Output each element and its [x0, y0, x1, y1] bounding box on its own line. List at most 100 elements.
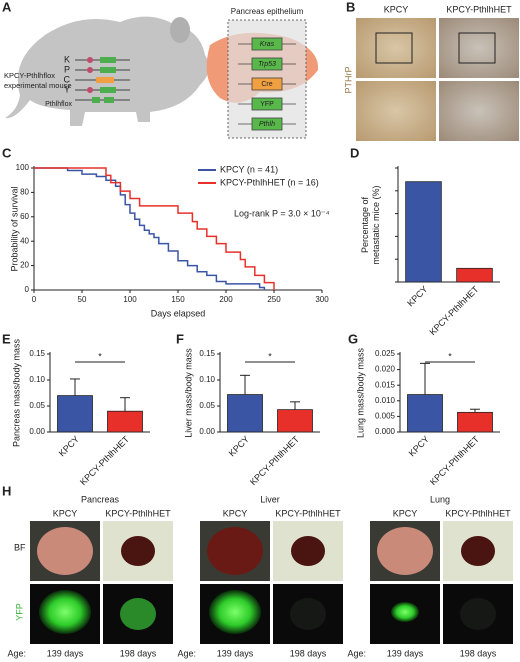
age-label: Age:	[177, 648, 196, 658]
tissue	[37, 527, 93, 575]
legend-label: KPCY (n = 41)	[220, 164, 278, 174]
age-value: 139 days	[387, 648, 424, 658]
yfp-signal	[120, 598, 156, 630]
y-tick-label: 60	[20, 212, 29, 221]
age-value: 139 days	[47, 648, 84, 658]
allele-label: Pthlhflox	[45, 101, 72, 108]
x-tick-label: KPCY-PthlhHET	[427, 284, 481, 338]
panel-letter: B	[346, 0, 355, 14]
y-axis-label: Pancreas mass/body mass	[11, 338, 21, 447]
panel-letter: C	[2, 145, 12, 160]
gene-boxes	[238, 37, 296, 131]
gene-label: YFP	[260, 101, 274, 108]
y-tick-label: 40	[20, 236, 29, 245]
panel-letter: G	[348, 331, 358, 346]
yfp-signal	[460, 598, 496, 630]
y-tick-label: 0.10	[29, 375, 45, 384]
tissue	[377, 527, 433, 575]
y-axis-label: Liver mass/body mass	[183, 348, 193, 438]
x-tick-label: 300	[315, 295, 329, 304]
micrographs	[356, 18, 519, 141]
allele-label: P	[64, 64, 70, 74]
row-label: YFP	[14, 603, 24, 621]
tissue	[291, 536, 325, 566]
x-tick-label: 200	[219, 295, 233, 304]
age-label: Age:	[347, 648, 366, 658]
row-label: BF	[14, 542, 26, 552]
gene-label: Cre	[261, 81, 272, 88]
y-axis-label: Probability of survival	[9, 186, 19, 271]
y-tick-label: 0.05	[29, 401, 45, 410]
box-title: Pancreas epithelium	[231, 7, 304, 16]
y-tick-label: 20	[20, 261, 29, 270]
x-axis-label: Days elapsed	[151, 308, 206, 318]
age-value: 198 days	[120, 648, 157, 658]
column-label: KPCY-PthlhHET	[105, 508, 171, 518]
gene-label: Trp53	[258, 61, 276, 68]
x-tick-label: KPCY-PthlhHET	[78, 434, 132, 488]
y-tick-label: 0.15	[29, 349, 45, 358]
allele-label: C	[64, 74, 71, 84]
group-title: Lung	[430, 494, 450, 504]
tissue	[461, 536, 495, 566]
column-label: KPCY-PthlhHET	[446, 4, 512, 14]
x-tick-label: 0	[32, 295, 37, 304]
x-tick-label: KPCY-PthlhHET	[428, 434, 482, 488]
column-label: KPCY	[384, 4, 409, 14]
bar	[407, 394, 443, 433]
column-label: KPCY	[393, 508, 418, 518]
y-tick-label: 0.00	[199, 427, 215, 436]
bar	[405, 181, 442, 283]
column-label: KPCY	[223, 508, 248, 518]
y-tick-label: 0.025	[375, 349, 396, 358]
x-tick-label: KPCY	[57, 434, 81, 458]
bar	[107, 410, 143, 433]
x-tick-label: KPCY	[227, 434, 251, 458]
y-tick-label: 80	[20, 188, 29, 197]
y-tick-label: 0.15	[199, 349, 215, 358]
mouse-label: experimental mouse	[4, 81, 72, 90]
yfp-signal	[391, 602, 419, 622]
panel-letter: A	[2, 0, 12, 14]
x-tick-label: 100	[123, 295, 137, 304]
x-tick-label: KPCY	[407, 434, 431, 458]
y-tick-label: 0	[25, 285, 30, 294]
mouse-ear	[170, 17, 190, 43]
column-label: KPCY-PthlhHET	[445, 508, 511, 518]
y-tick-label: 0.020	[375, 365, 396, 374]
allele-label: K	[64, 54, 70, 64]
x-tick-label: 150	[171, 295, 185, 304]
bar	[456, 267, 493, 283]
panel-letter: E	[2, 331, 11, 346]
y-tick-label: 0.10	[199, 375, 215, 384]
x-tick-label: 50	[78, 295, 87, 304]
tissue	[207, 527, 263, 575]
age-value: 139 days	[217, 648, 254, 658]
bar	[457, 411, 493, 433]
x-tick-label: KPCY	[405, 284, 429, 308]
column-label: KPCY-PthlhHET	[275, 508, 341, 518]
allele-label: Y	[64, 84, 70, 94]
column-label: KPCY	[53, 508, 78, 518]
y-tick-label: 0.05	[199, 401, 215, 410]
group-title: Pancreas	[81, 494, 120, 504]
gene-label: Kras	[260, 41, 275, 48]
survival-curve	[34, 167, 275, 290]
yfp-signal	[290, 598, 326, 630]
significance-label: *	[268, 351, 272, 361]
y-axis-label: Percentage of	[360, 196, 370, 253]
yfp-signal	[209, 590, 261, 634]
panel-letter: F	[176, 331, 184, 346]
y-tick-label: 0.010	[375, 396, 396, 405]
y-tick-label: 0.000	[375, 427, 396, 436]
y-tick-label: 0.005	[375, 412, 396, 421]
allele-marks	[87, 57, 116, 103]
annotation: Log-rank P = 3.0 × 10⁻⁴	[234, 208, 330, 218]
panel-a	[5, 16, 319, 139]
panel-letter: D	[350, 145, 359, 160]
panel-letter: H	[2, 483, 11, 498]
legend-label: KPCY-PthlhHET (n = 16)	[220, 177, 319, 187]
x-tick-label: 250	[267, 295, 281, 304]
y-axis-label: Lung mass/body mass	[355, 347, 365, 438]
